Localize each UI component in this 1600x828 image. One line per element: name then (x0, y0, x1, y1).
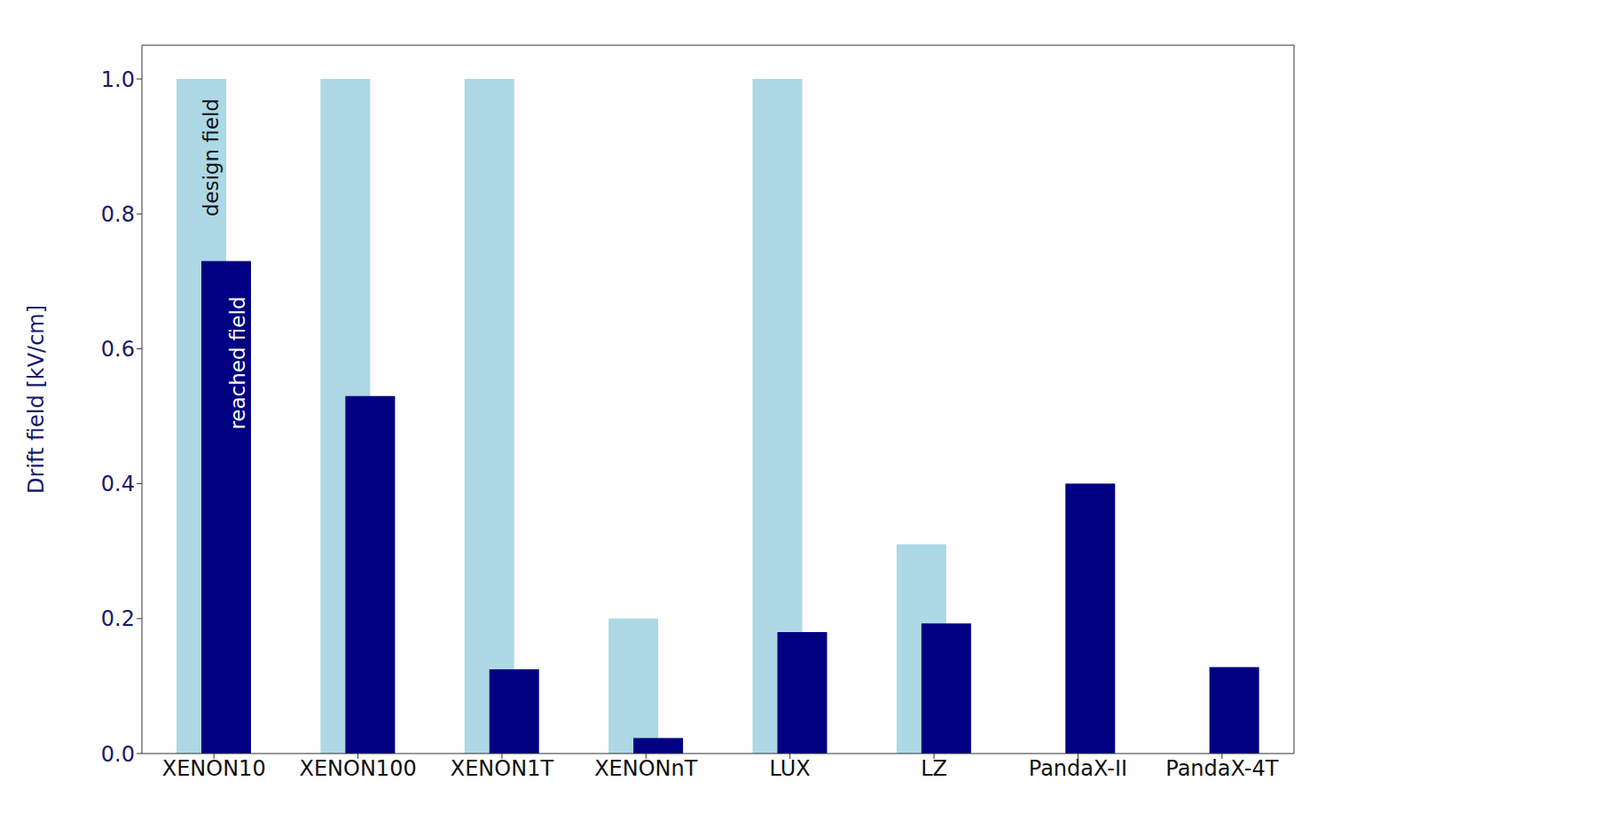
svg-text:0.4: 0.4 (101, 471, 135, 497)
svg-text:Drift field [kV/cm]: Drift field [kV/cm] (23, 305, 49, 495)
svg-text:design field: design field (199, 98, 223, 217)
svg-text:0.2: 0.2 (101, 606, 135, 632)
svg-text:0.8: 0.8 (101, 202, 135, 228)
svg-text:PandaX-4T: PandaX-4T (1165, 756, 1279, 782)
svg-text:PandaX-II: PandaX-II (1028, 756, 1128, 782)
svg-text:XENON1T: XENON1T (450, 756, 555, 782)
svg-text:LZ: LZ (920, 756, 948, 782)
svg-text:XENON10: XENON10 (162, 756, 267, 782)
svg-text:0.6: 0.6 (101, 337, 135, 362)
svg-text:0.0: 0.0 (101, 742, 135, 768)
svg-text:XENON100: XENON100 (298, 756, 416, 782)
svg-text:reached field: reached field (226, 297, 250, 431)
svg-text:XENONnT: XENONnT (594, 756, 699, 782)
svg-text:LUX: LUX (769, 756, 811, 782)
svg-text:1.0: 1.0 (101, 67, 135, 93)
